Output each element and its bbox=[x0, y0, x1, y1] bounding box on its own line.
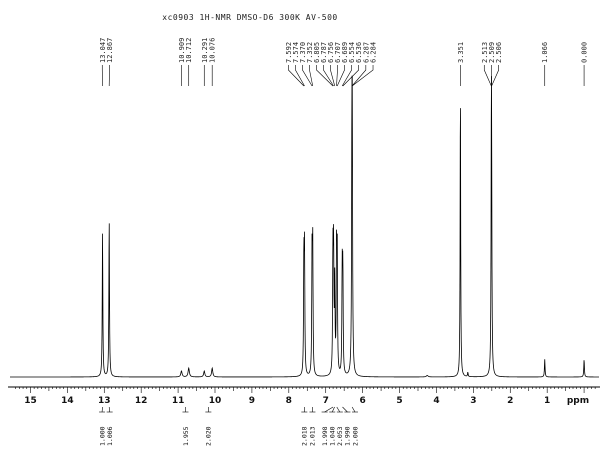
x-axis-ticks: 15 14 13 12 11 10 9 8 7 6 5 4 3 2 1 ppm bbox=[15, 387, 596, 406]
peak-label-leader bbox=[483, 65, 492, 87]
integral-label: 2.020 bbox=[205, 426, 213, 446]
peak-label: 12.867 bbox=[106, 38, 114, 63]
x-tick-label: 7 bbox=[323, 396, 329, 406]
x-tick-label: 14 bbox=[61, 396, 74, 406]
integral-label: 1.998 bbox=[321, 426, 329, 446]
x-axis: 15 14 13 12 11 10 9 8 7 6 5 4 3 2 1 ppm bbox=[8, 386, 600, 406]
peak-label-leader bbox=[341, 65, 352, 87]
peak-label-leader bbox=[342, 65, 359, 87]
peak-label: 3.351 bbox=[457, 42, 465, 63]
x-tick-label: 6 bbox=[359, 396, 365, 406]
peak-label-leader bbox=[351, 65, 367, 87]
peak-label: 10.076 bbox=[209, 38, 217, 63]
peak-label-leader bbox=[491, 65, 499, 87]
x-tick-label: 5 bbox=[396, 396, 402, 406]
x-tick-label: 3 bbox=[470, 396, 476, 406]
peak-labels: 13.047 12.867 10.909 10.712 10.291 10.076 7.59… bbox=[99, 38, 589, 63]
spectrum-trace bbox=[10, 75, 599, 378]
peak-label: 13.047 bbox=[99, 38, 107, 63]
x-tick-label: 1 bbox=[544, 396, 550, 406]
peak-label: 7.370 bbox=[299, 42, 307, 63]
peak-label-leader bbox=[288, 65, 305, 87]
peak-label-leader bbox=[316, 65, 334, 87]
integral-labels: 1.000 1.006 1.955 2.020 2.018 2.013 1.998 1.040… bbox=[98, 406, 359, 446]
peak-label: 7.592 bbox=[285, 42, 293, 63]
peak-label: 0.000 bbox=[581, 42, 589, 63]
integral-bracket bbox=[342, 406, 348, 413]
peak-label: 6.284 bbox=[370, 42, 378, 63]
peak-label-leader bbox=[323, 65, 334, 87]
integral-bracket bbox=[331, 406, 335, 413]
chart-title: xc0903 1H-NMR DMSO-D6 300K AV-500 bbox=[162, 13, 337, 22]
peak-label: 7.574 bbox=[292, 42, 300, 63]
x-tick-label: 4 bbox=[433, 396, 439, 406]
integral-label: 1.040 bbox=[329, 426, 337, 446]
integral-label: 1.000 bbox=[98, 426, 106, 446]
integral-label: 1.990 bbox=[344, 426, 352, 446]
peak-label: 6.536 bbox=[355, 42, 363, 63]
peak-label-leader bbox=[309, 65, 314, 87]
peak-label: 10.291 bbox=[201, 38, 209, 63]
integral-bracket bbox=[351, 406, 356, 413]
integral-label: 2.000 bbox=[351, 426, 359, 446]
integral-bracket bbox=[336, 406, 341, 413]
peak-label-leader bbox=[302, 65, 313, 87]
peak-label: 6.805 bbox=[313, 42, 321, 63]
peak-label: 2.513 bbox=[481, 42, 489, 63]
peak-label: 6.707 bbox=[334, 42, 342, 63]
peak-label-leader bbox=[336, 65, 338, 87]
peak-label: 2.509 bbox=[488, 42, 496, 63]
peak-label-leader bbox=[330, 65, 336, 87]
peak-label: 6.287 bbox=[362, 42, 370, 63]
peak-label: 7.352 bbox=[306, 42, 314, 63]
x-tick-label: 8 bbox=[286, 396, 292, 406]
x-tick-label: 9 bbox=[249, 396, 255, 406]
peak-label: 6.689 bbox=[341, 42, 349, 63]
integral-label: 2.013 bbox=[309, 426, 317, 446]
x-axis-unit-label: ppm bbox=[567, 396, 589, 406]
integral-label: 2.053 bbox=[336, 426, 344, 446]
peak-label: 10.909 bbox=[178, 38, 186, 63]
integral-label: 1.955 bbox=[182, 426, 190, 446]
peak-label: 6.554 bbox=[348, 42, 356, 63]
integral-label: 1.006 bbox=[106, 426, 114, 446]
peak-label-leader bbox=[295, 65, 305, 87]
peak-label-leader bbox=[351, 65, 374, 87]
integral-bracket bbox=[324, 406, 334, 413]
integral-label: 2.018 bbox=[301, 426, 309, 446]
peak-label: 1.066 bbox=[541, 42, 549, 63]
peak-label: 6.756 bbox=[327, 42, 335, 63]
peak-label: 6.787 bbox=[320, 42, 328, 63]
peak-label-leaders bbox=[101, 65, 585, 87]
x-tick-label: 10 bbox=[209, 396, 222, 406]
x-tick-label: 13 bbox=[98, 396, 111, 406]
peak-label: 10.712 bbox=[185, 38, 193, 63]
peak-label: 2.506 bbox=[495, 42, 503, 63]
x-tick-label: 2 bbox=[507, 396, 513, 406]
peak-label-leader bbox=[336, 65, 345, 87]
x-tick-label: 11 bbox=[172, 396, 185, 406]
x-tick-label: 15 bbox=[24, 396, 37, 406]
x-tick-label: 12 bbox=[135, 396, 148, 406]
